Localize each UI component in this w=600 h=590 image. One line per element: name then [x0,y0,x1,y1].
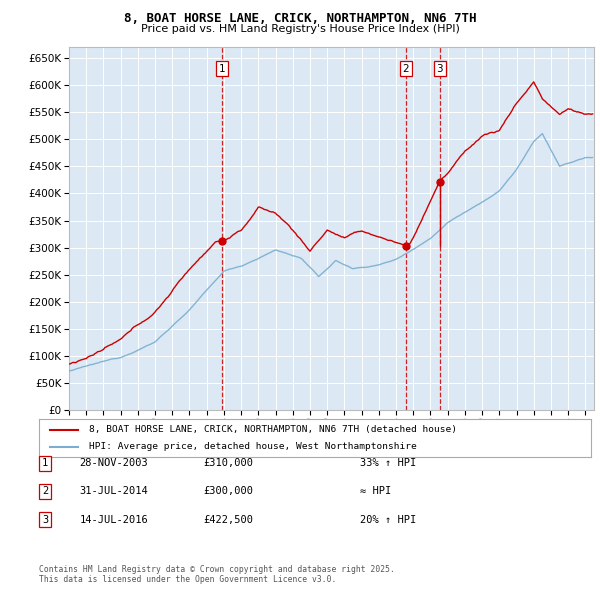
Text: Price paid vs. HM Land Registry's House Price Index (HPI): Price paid vs. HM Land Registry's House … [140,24,460,34]
Text: 1: 1 [42,458,48,468]
Text: 2: 2 [403,64,409,74]
Text: 20% ↑ HPI: 20% ↑ HPI [360,515,416,525]
Text: 8, BOAT HORSE LANE, CRICK, NORTHAMPTON, NN6 7TH (detached house): 8, BOAT HORSE LANE, CRICK, NORTHAMPTON, … [89,425,457,434]
Text: 33% ↑ HPI: 33% ↑ HPI [360,458,416,468]
Text: £300,000: £300,000 [203,487,253,496]
Text: 14-JUL-2016: 14-JUL-2016 [80,515,148,525]
Text: £310,000: £310,000 [203,458,253,468]
Text: 3: 3 [42,515,48,525]
Text: £422,500: £422,500 [203,515,253,525]
Text: ≈ HPI: ≈ HPI [360,487,391,496]
Text: Contains HM Land Registry data © Crown copyright and database right 2025.
This d: Contains HM Land Registry data © Crown c… [39,565,395,584]
Text: 31-JUL-2014: 31-JUL-2014 [80,487,148,496]
Text: HPI: Average price, detached house, West Northamptonshire: HPI: Average price, detached house, West… [89,442,416,451]
Text: 1: 1 [219,64,226,74]
Text: 2: 2 [42,487,48,496]
Text: 28-NOV-2003: 28-NOV-2003 [80,458,148,468]
Text: 8, BOAT HORSE LANE, CRICK, NORTHAMPTON, NN6 7TH: 8, BOAT HORSE LANE, CRICK, NORTHAMPTON, … [124,12,476,25]
Text: 3: 3 [436,64,443,74]
